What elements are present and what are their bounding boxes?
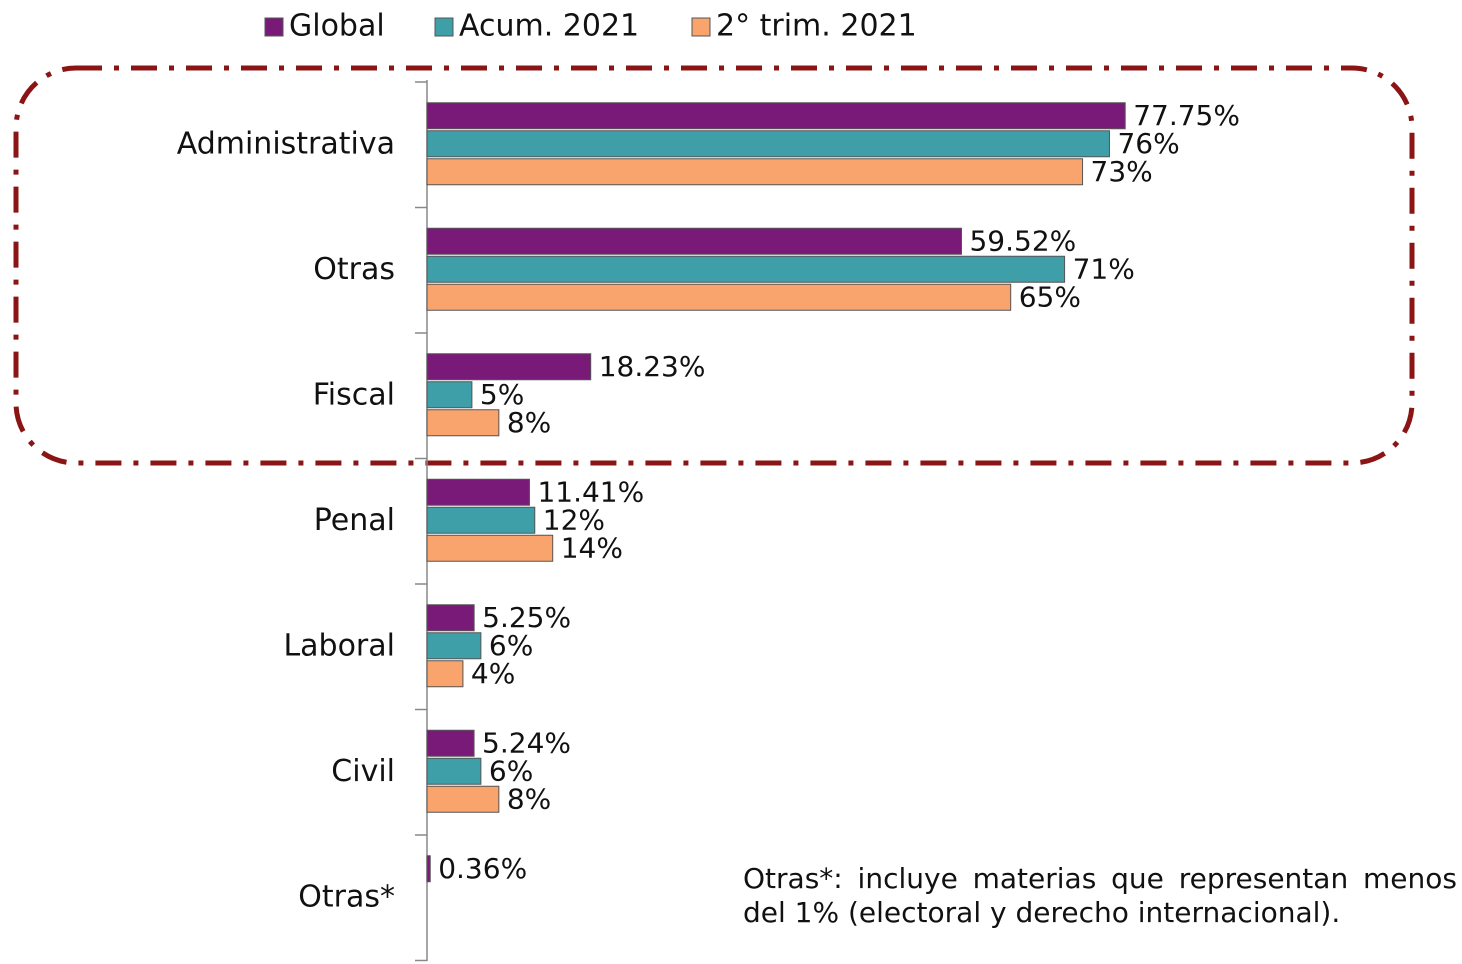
legend-label: Global (289, 9, 385, 44)
highlight-frame (13, 65, 1415, 466)
bar (426, 785, 500, 813)
bar (426, 757, 482, 785)
value-label: 4% (471, 657, 515, 690)
bar (426, 604, 475, 632)
annotation: Otras*: incluye materias que representan… (743, 862, 1457, 929)
legend-swatch (264, 17, 284, 37)
value-label: 77.75% (1133, 99, 1240, 132)
category-label: Laboral (283, 628, 395, 663)
value-label: 73% (1091, 155, 1153, 188)
category-label: Penal (314, 503, 395, 538)
value-label: 5.24% (482, 726, 571, 759)
bar (426, 283, 1012, 311)
category-label: Fiscal (313, 377, 395, 412)
category-label: Otras* (298, 879, 395, 914)
legend-swatch (691, 17, 711, 37)
value-label: 6% (489, 754, 533, 787)
bar (426, 855, 431, 883)
value-label: 8% (507, 406, 551, 439)
bar (426, 102, 1126, 130)
value-label: 12% (543, 503, 605, 536)
value-label: 14% (561, 531, 623, 564)
value-label: 71% (1073, 252, 1135, 285)
bar (426, 255, 1066, 283)
value-label: 0.36% (438, 852, 527, 885)
value-label: 18.23% (599, 350, 706, 383)
bar (426, 409, 500, 437)
bar (426, 353, 592, 381)
bar (426, 158, 1084, 186)
value-label: 5.25% (482, 601, 571, 634)
bar (426, 506, 536, 534)
category-label: Civil (331, 754, 395, 789)
value-label: 65% (1019, 280, 1081, 313)
legend-label: 2° trim. 2021 (716, 9, 917, 44)
value-label: 11.41% (537, 475, 644, 508)
bar (426, 660, 464, 688)
category-label: Administrativa (177, 126, 395, 161)
bar (426, 729, 475, 757)
bar (426, 632, 482, 660)
value-label: 76% (1117, 127, 1179, 160)
bar (426, 227, 962, 255)
value-label: 8% (507, 782, 551, 815)
bar (426, 478, 530, 506)
bar (426, 130, 1110, 158)
bar (426, 534, 554, 562)
value-label: 59.52% (969, 224, 1076, 257)
value-label: 6% (489, 629, 533, 662)
legend-label: Acum. 2021 (459, 9, 639, 44)
category-label: Otras (313, 252, 395, 287)
legend-swatch (434, 17, 454, 37)
value-label: 5% (480, 378, 524, 411)
bar (426, 381, 473, 409)
